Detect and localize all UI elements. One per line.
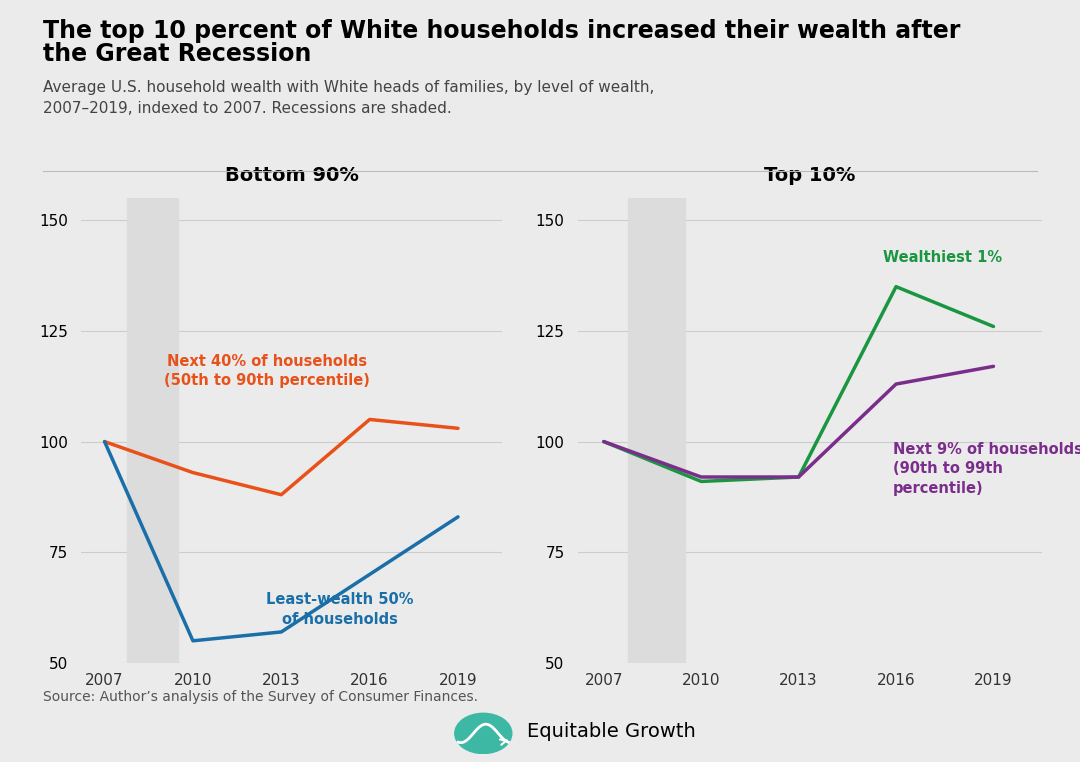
Title: Bottom 90%: Bottom 90% (225, 166, 359, 185)
Circle shape (455, 713, 512, 754)
Text: the Great Recession: the Great Recession (43, 42, 311, 66)
Text: Wealthiest 1%: Wealthiest 1% (883, 249, 1002, 264)
Bar (126, 198, 178, 663)
Text: Next 40% of households
(50th to 90th percentile): Next 40% of households (50th to 90th per… (164, 354, 369, 389)
Text: The top 10 percent of White households increased their wealth after: The top 10 percent of White households i… (43, 19, 960, 43)
Text: Average U.S. household wealth with White heads of families, by level of wealth,
: Average U.S. household wealth with White… (43, 80, 654, 116)
Text: Equitable Growth: Equitable Growth (527, 722, 696, 741)
Text: Least-wealth 50%
of households: Least-wealth 50% of households (267, 592, 414, 627)
Bar (629, 198, 685, 663)
Text: Source: Author’s analysis of the Survey of Consumer Finances.: Source: Author’s analysis of the Survey … (43, 690, 478, 703)
Title: Top 10%: Top 10% (765, 166, 855, 185)
Text: Next 9% of households
(90th to 99th
percentile): Next 9% of households (90th to 99th perc… (893, 442, 1080, 496)
